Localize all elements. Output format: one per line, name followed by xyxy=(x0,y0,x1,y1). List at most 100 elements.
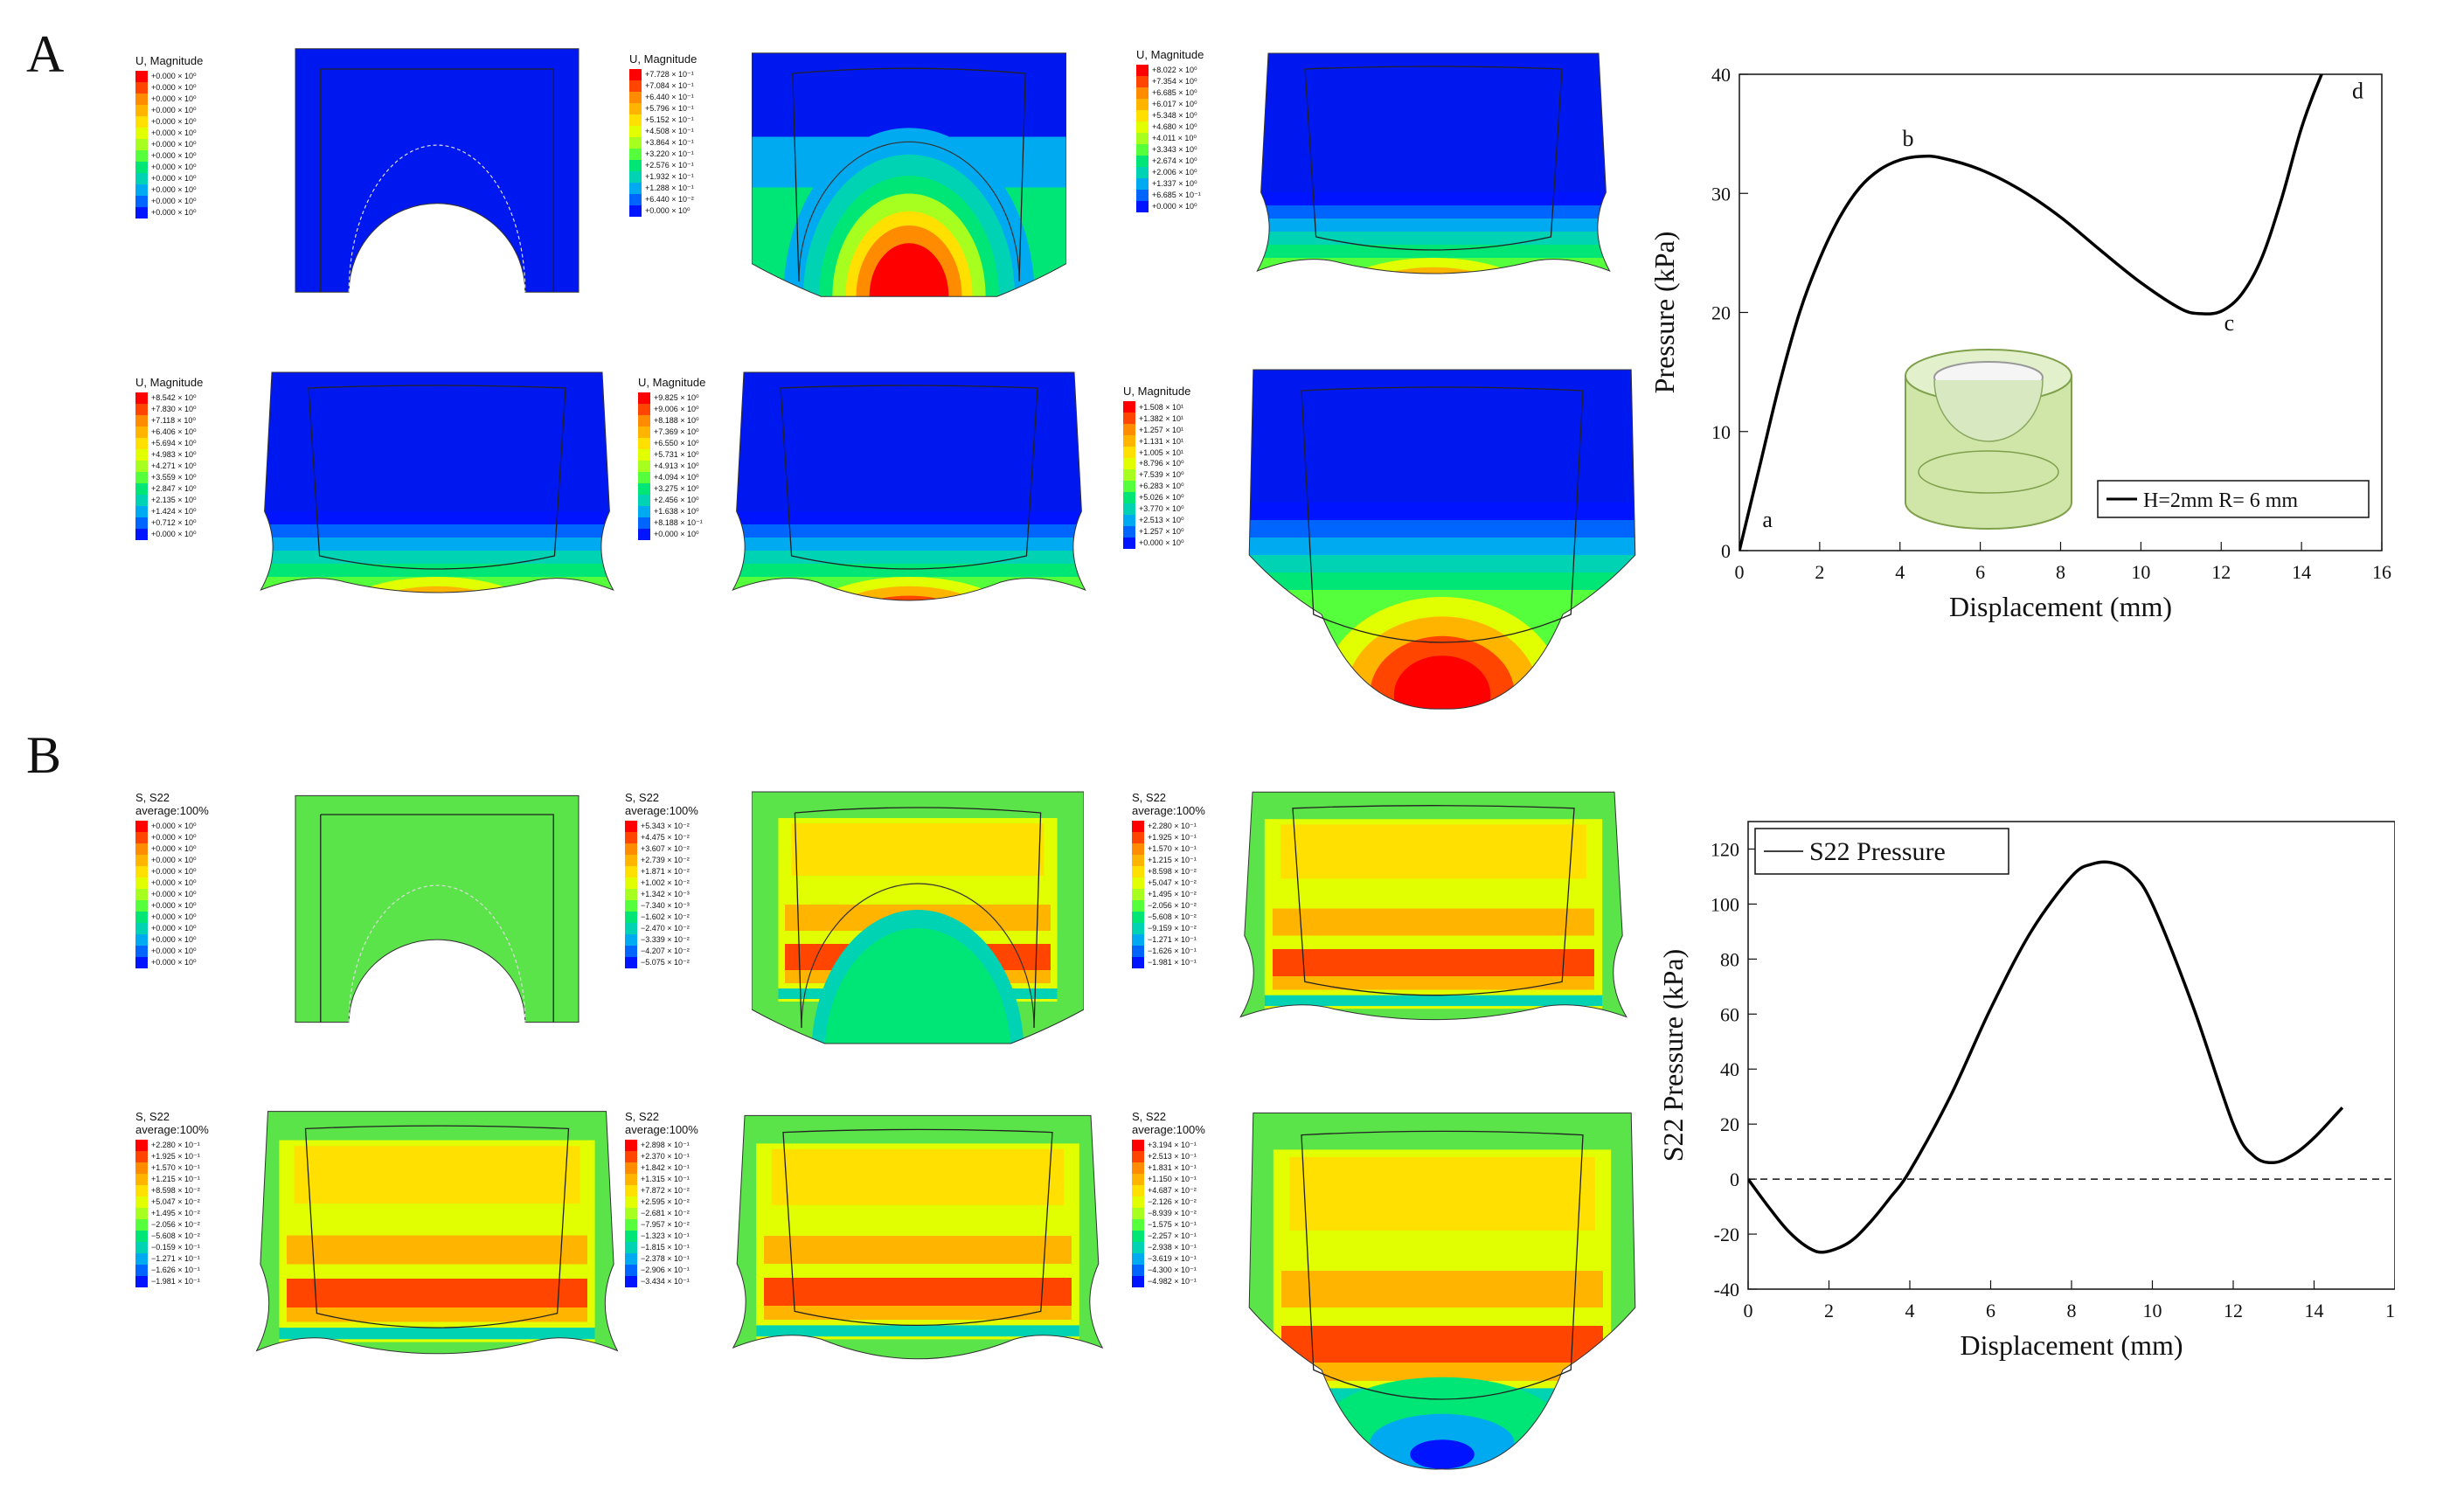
legend-swatch xyxy=(1123,447,1135,458)
legend-title: U, Magnitude xyxy=(1123,385,1191,398)
legend-swatch xyxy=(135,1196,148,1208)
legend-value: +3.770 × 10⁰ xyxy=(1139,504,1184,513)
legend-value: +1.495 × 10⁻² xyxy=(151,1209,200,1217)
legend-swatch xyxy=(135,843,148,855)
legend-row: +0.000 × 10⁰ xyxy=(135,832,209,843)
legend-swatch xyxy=(625,1185,637,1196)
legend-value: +1.495 × 10⁻² xyxy=(1148,890,1197,898)
legend-value: +7.872 × 10⁻² xyxy=(641,1186,690,1195)
legend-value: −1.602 × 10⁻² xyxy=(641,912,690,921)
body-outline xyxy=(752,52,1066,297)
legend-value: +6.017 × 10⁰ xyxy=(1152,100,1197,108)
legend-swatch xyxy=(1123,492,1135,503)
legend-row: +0.000 × 10⁰ xyxy=(135,855,209,866)
legend-swatch xyxy=(1123,458,1135,469)
chamber-outline xyxy=(1301,386,1584,643)
legend-title: S, S22 xyxy=(135,791,170,804)
x-tick-label: 4 xyxy=(1905,1300,1915,1321)
legend-value: +7.354 × 10⁰ xyxy=(1152,77,1197,86)
legend-value: +2.739 × 10⁻² xyxy=(641,856,690,864)
legend-swatch xyxy=(1132,1242,1144,1253)
legend-value: +5.694 × 10⁰ xyxy=(151,439,197,447)
legend-row: +4.913 × 10⁰ xyxy=(638,461,705,472)
legend-swatch xyxy=(135,934,148,946)
legend-row: +2.595 × 10⁻² xyxy=(625,1196,698,1208)
legend-row: +2.576 × 10⁻¹ xyxy=(629,160,697,171)
legend-swatch xyxy=(135,1162,148,1174)
legend-row: +1.495 × 10⁻² xyxy=(135,1208,209,1219)
legend-row: +1.288 × 10⁻¹ xyxy=(629,183,697,194)
legend-value: +8.188 × 10⁰ xyxy=(654,416,699,425)
contour-band xyxy=(260,564,614,593)
legend-value: +7.830 × 10⁰ xyxy=(151,405,197,413)
fem-contour-plot xyxy=(295,48,580,293)
legend-row: −1.323 × 10⁻¹ xyxy=(625,1231,698,1242)
legend-swatch xyxy=(625,877,637,889)
legend-swatch xyxy=(1132,1265,1144,1276)
legend-swatch xyxy=(625,1162,637,1174)
legend-swatch xyxy=(638,506,650,517)
x-tick-label: 8 xyxy=(2067,1300,2077,1321)
legend-row: +0.000 × 10⁰ xyxy=(135,128,203,139)
legend-swatch xyxy=(1136,156,1149,167)
legend-value: +0.000 × 10⁰ xyxy=(151,117,197,126)
legend-row: −2.056 × 10⁻² xyxy=(1132,900,1205,912)
body-outline xyxy=(295,48,580,293)
legend-row: +1.337 × 10⁰ xyxy=(1136,178,1204,190)
fem-contour-plot xyxy=(732,371,1086,601)
x-tick-label: 16 xyxy=(2372,561,2391,583)
legend-swatch xyxy=(1123,401,1135,413)
legend-value: −2.681 × 10⁻² xyxy=(641,1209,690,1217)
legend-row: +1.215 × 10⁻¹ xyxy=(135,1174,209,1185)
fem-contour-plot xyxy=(1239,791,1628,1021)
legend-row: +1.342 × 10⁻³ xyxy=(625,889,698,900)
legend-row: +8.796 × 10⁰ xyxy=(1123,458,1190,469)
legend-value: +0.000 × 10⁰ xyxy=(1139,538,1184,547)
chamber-outline xyxy=(792,67,1026,281)
y-tick-label: 0 xyxy=(1730,1169,1739,1190)
legend-row: +7.830 × 10⁰ xyxy=(135,404,203,415)
legend-value: +0.000 × 10⁰ xyxy=(151,901,197,910)
legend-swatch xyxy=(135,1140,148,1151)
legend-value: −1.323 × 10⁻¹ xyxy=(641,1231,690,1240)
legend-row: +2.135 × 10⁰ xyxy=(135,495,203,506)
legend-swatch xyxy=(638,495,650,506)
legend-row: −7.957 × 10⁻² xyxy=(625,1219,698,1231)
contour-band xyxy=(393,605,482,629)
legend-row: +1.150 × 10⁻¹ xyxy=(1132,1174,1205,1185)
legend-value: +1.150 × 10⁻¹ xyxy=(1148,1175,1197,1183)
chamber-outline xyxy=(1304,66,1563,251)
legend-value: +0.000 × 10⁰ xyxy=(151,197,197,205)
legend-value: +0.000 × 10⁰ xyxy=(151,72,197,80)
x-tick-label: 12 xyxy=(2224,1300,2243,1321)
legend-value: +6.440 × 10⁻¹ xyxy=(645,93,694,101)
legend-value: +4.680 × 10⁰ xyxy=(1152,122,1197,131)
legend-value: −1.981 × 10⁻¹ xyxy=(151,1277,200,1286)
legend-value: +0.000 × 10⁰ xyxy=(151,208,197,217)
body-outline xyxy=(1248,369,1636,710)
legend-row: −1.271 × 10⁻¹ xyxy=(1132,934,1205,946)
legend-value: +8.598 × 10⁻² xyxy=(1148,867,1197,876)
legend-swatch xyxy=(1123,538,1135,549)
legend-value: +0.000 × 10⁰ xyxy=(1152,202,1197,211)
fem-contour-plot xyxy=(260,371,614,629)
contour-band xyxy=(1367,277,1499,310)
legend-swatch xyxy=(1132,832,1144,843)
legend-swatch xyxy=(135,923,148,934)
legend-value: +1.215 × 10⁻¹ xyxy=(1148,856,1197,864)
legend-title: S, S22 xyxy=(625,791,660,804)
plot-frame xyxy=(1747,821,2395,1290)
legend-swatch xyxy=(135,449,148,461)
legend-value: +1.002 × 10⁻² xyxy=(641,878,690,887)
legend-value: +5.343 × 10⁻² xyxy=(641,822,690,830)
legend-value: +1.570 × 10⁻¹ xyxy=(1148,844,1197,853)
colorbar-legend: U, Magnitude +0.000 × 10⁰ +0.000 × 10⁰ +0.0… xyxy=(135,54,203,218)
legend-value: +0.000 × 10⁰ xyxy=(151,94,197,103)
legend-row: +1.005 × 10¹ xyxy=(1123,447,1190,458)
legend-value: −8.939 × 10⁻² xyxy=(1148,1209,1197,1217)
legend-value: +6.685 × 10⁰ xyxy=(1152,88,1197,97)
legend-swatch xyxy=(1123,469,1135,481)
legend-swatch xyxy=(135,173,148,184)
chamber-outline xyxy=(320,68,554,293)
legend-row: +8.598 × 10⁻² xyxy=(135,1185,209,1196)
